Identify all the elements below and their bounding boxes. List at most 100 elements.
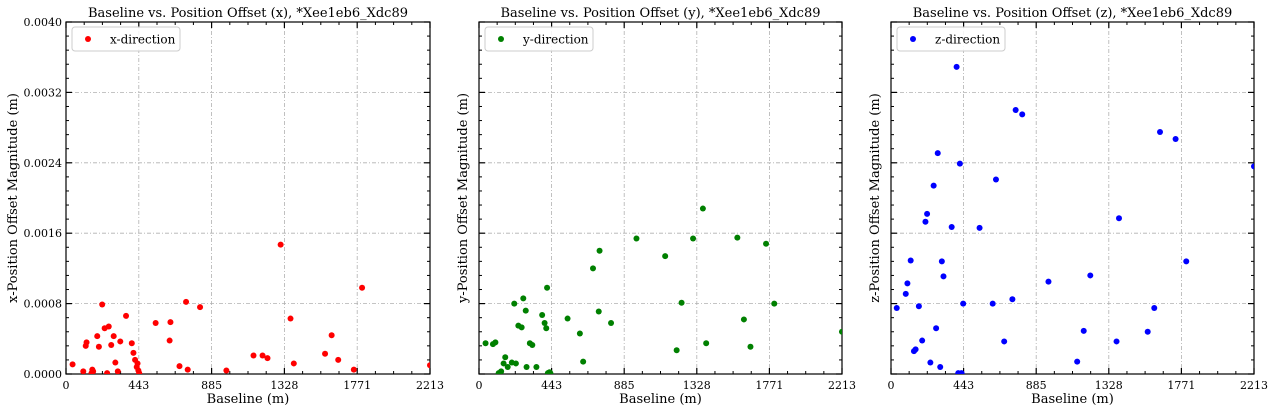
legend-label: y-direction <box>522 33 589 47</box>
data-point <box>335 356 342 363</box>
data-point <box>90 368 97 374</box>
legend-marker <box>910 36 916 42</box>
data-point <box>94 333 101 340</box>
data-point <box>576 330 583 337</box>
y-tick-label: 0.0008 <box>24 298 63 311</box>
chart-title: Baseline vs. Position Offset (z), *Xee1e… <box>913 6 1233 21</box>
data-point <box>948 224 955 231</box>
x-tick-label: 2213 <box>416 379 444 392</box>
data-point <box>110 333 117 340</box>
x-tick-label: 1328 <box>683 379 711 392</box>
y-axis-label: x-Position Offset Magnitude (m) <box>6 93 21 303</box>
data-point <box>529 341 536 348</box>
data-point <box>523 363 530 370</box>
data-point <box>359 284 366 291</box>
x-tick-label: 0 <box>888 379 895 392</box>
data-point <box>264 355 271 362</box>
data-point <box>703 340 710 347</box>
data-point <box>259 352 266 359</box>
data-point <box>907 257 914 264</box>
data-point <box>1151 305 1158 311</box>
data-point <box>69 361 76 368</box>
legend-label: z-direction <box>935 33 1000 47</box>
data-point <box>1009 296 1016 303</box>
data-point <box>533 363 540 370</box>
y-axis-label: z-Position Offset Magnitude (m) <box>868 93 883 303</box>
data-point <box>544 284 551 291</box>
data-point <box>290 360 297 367</box>
data-point <box>114 368 121 374</box>
data-points <box>69 241 430 374</box>
data-point <box>504 363 511 370</box>
x-tick-label: 0 <box>476 379 483 392</box>
x-tick-label: 443 <box>541 379 562 392</box>
data-point <box>960 300 967 307</box>
data-point <box>80 368 87 374</box>
data-point <box>543 325 550 332</box>
data-point <box>893 305 900 311</box>
data-point <box>596 247 603 254</box>
data-point <box>117 338 124 345</box>
data-point <box>590 265 597 272</box>
data-point <box>1116 215 1123 222</box>
x-tick-label: 2213 <box>1240 379 1268 392</box>
x-axis-label: Baseline (m) <box>619 392 702 407</box>
data-point <box>1080 327 1087 334</box>
data-point <box>350 366 357 373</box>
data-point <box>662 253 669 260</box>
data-point <box>184 366 191 373</box>
data-point <box>956 160 963 167</box>
data-point <box>919 337 926 344</box>
data-point <box>940 273 947 280</box>
data-point <box>112 359 119 366</box>
data-point <box>176 363 183 370</box>
data-point <box>512 360 519 367</box>
data-point <box>595 308 602 315</box>
data-point <box>678 299 685 306</box>
data-point <box>250 352 257 359</box>
x-axis-label: Baseline (m) <box>207 392 290 407</box>
data-point <box>1172 136 1179 143</box>
data-points <box>893 63 1254 374</box>
data-point <box>83 339 90 346</box>
data-point <box>136 370 143 374</box>
data-point <box>105 323 112 330</box>
plot-frame <box>890 21 1255 375</box>
data-point <box>633 235 640 242</box>
legend-marker <box>498 36 504 42</box>
data-point <box>933 325 940 332</box>
data-point <box>166 337 173 344</box>
legend: y-direction <box>484 26 594 52</box>
data-point <box>518 324 525 331</box>
legend: x-direction <box>71 26 181 52</box>
data-point <box>930 182 937 189</box>
data-point <box>771 300 778 307</box>
data-point <box>522 307 529 314</box>
data-point <box>128 340 135 347</box>
y-tick-label: 0.0016 <box>24 227 63 240</box>
data-point <box>287 315 294 322</box>
data-point <box>1183 258 1190 265</box>
x-tick-label: 443 <box>953 379 974 392</box>
data-point <box>1074 358 1081 365</box>
data-point <box>912 346 919 353</box>
data-point <box>223 367 230 374</box>
data-point <box>924 210 931 217</box>
data-point <box>539 312 546 319</box>
data-point <box>322 350 329 357</box>
legend-box <box>71 26 181 52</box>
data-point <box>580 358 587 365</box>
data-point <box>734 234 741 241</box>
data-point <box>673 347 680 354</box>
data-point <box>1113 338 1120 345</box>
data-point <box>1019 111 1026 118</box>
data-point <box>183 298 190 305</box>
data-point <box>167 319 174 326</box>
data-point <box>938 258 945 265</box>
x-tick-label: 0 <box>63 379 70 392</box>
data-point <box>130 349 137 356</box>
data-points <box>482 205 842 374</box>
legend-marker <box>85 36 91 42</box>
plot-frame <box>478 21 843 375</box>
data-point <box>937 363 944 370</box>
